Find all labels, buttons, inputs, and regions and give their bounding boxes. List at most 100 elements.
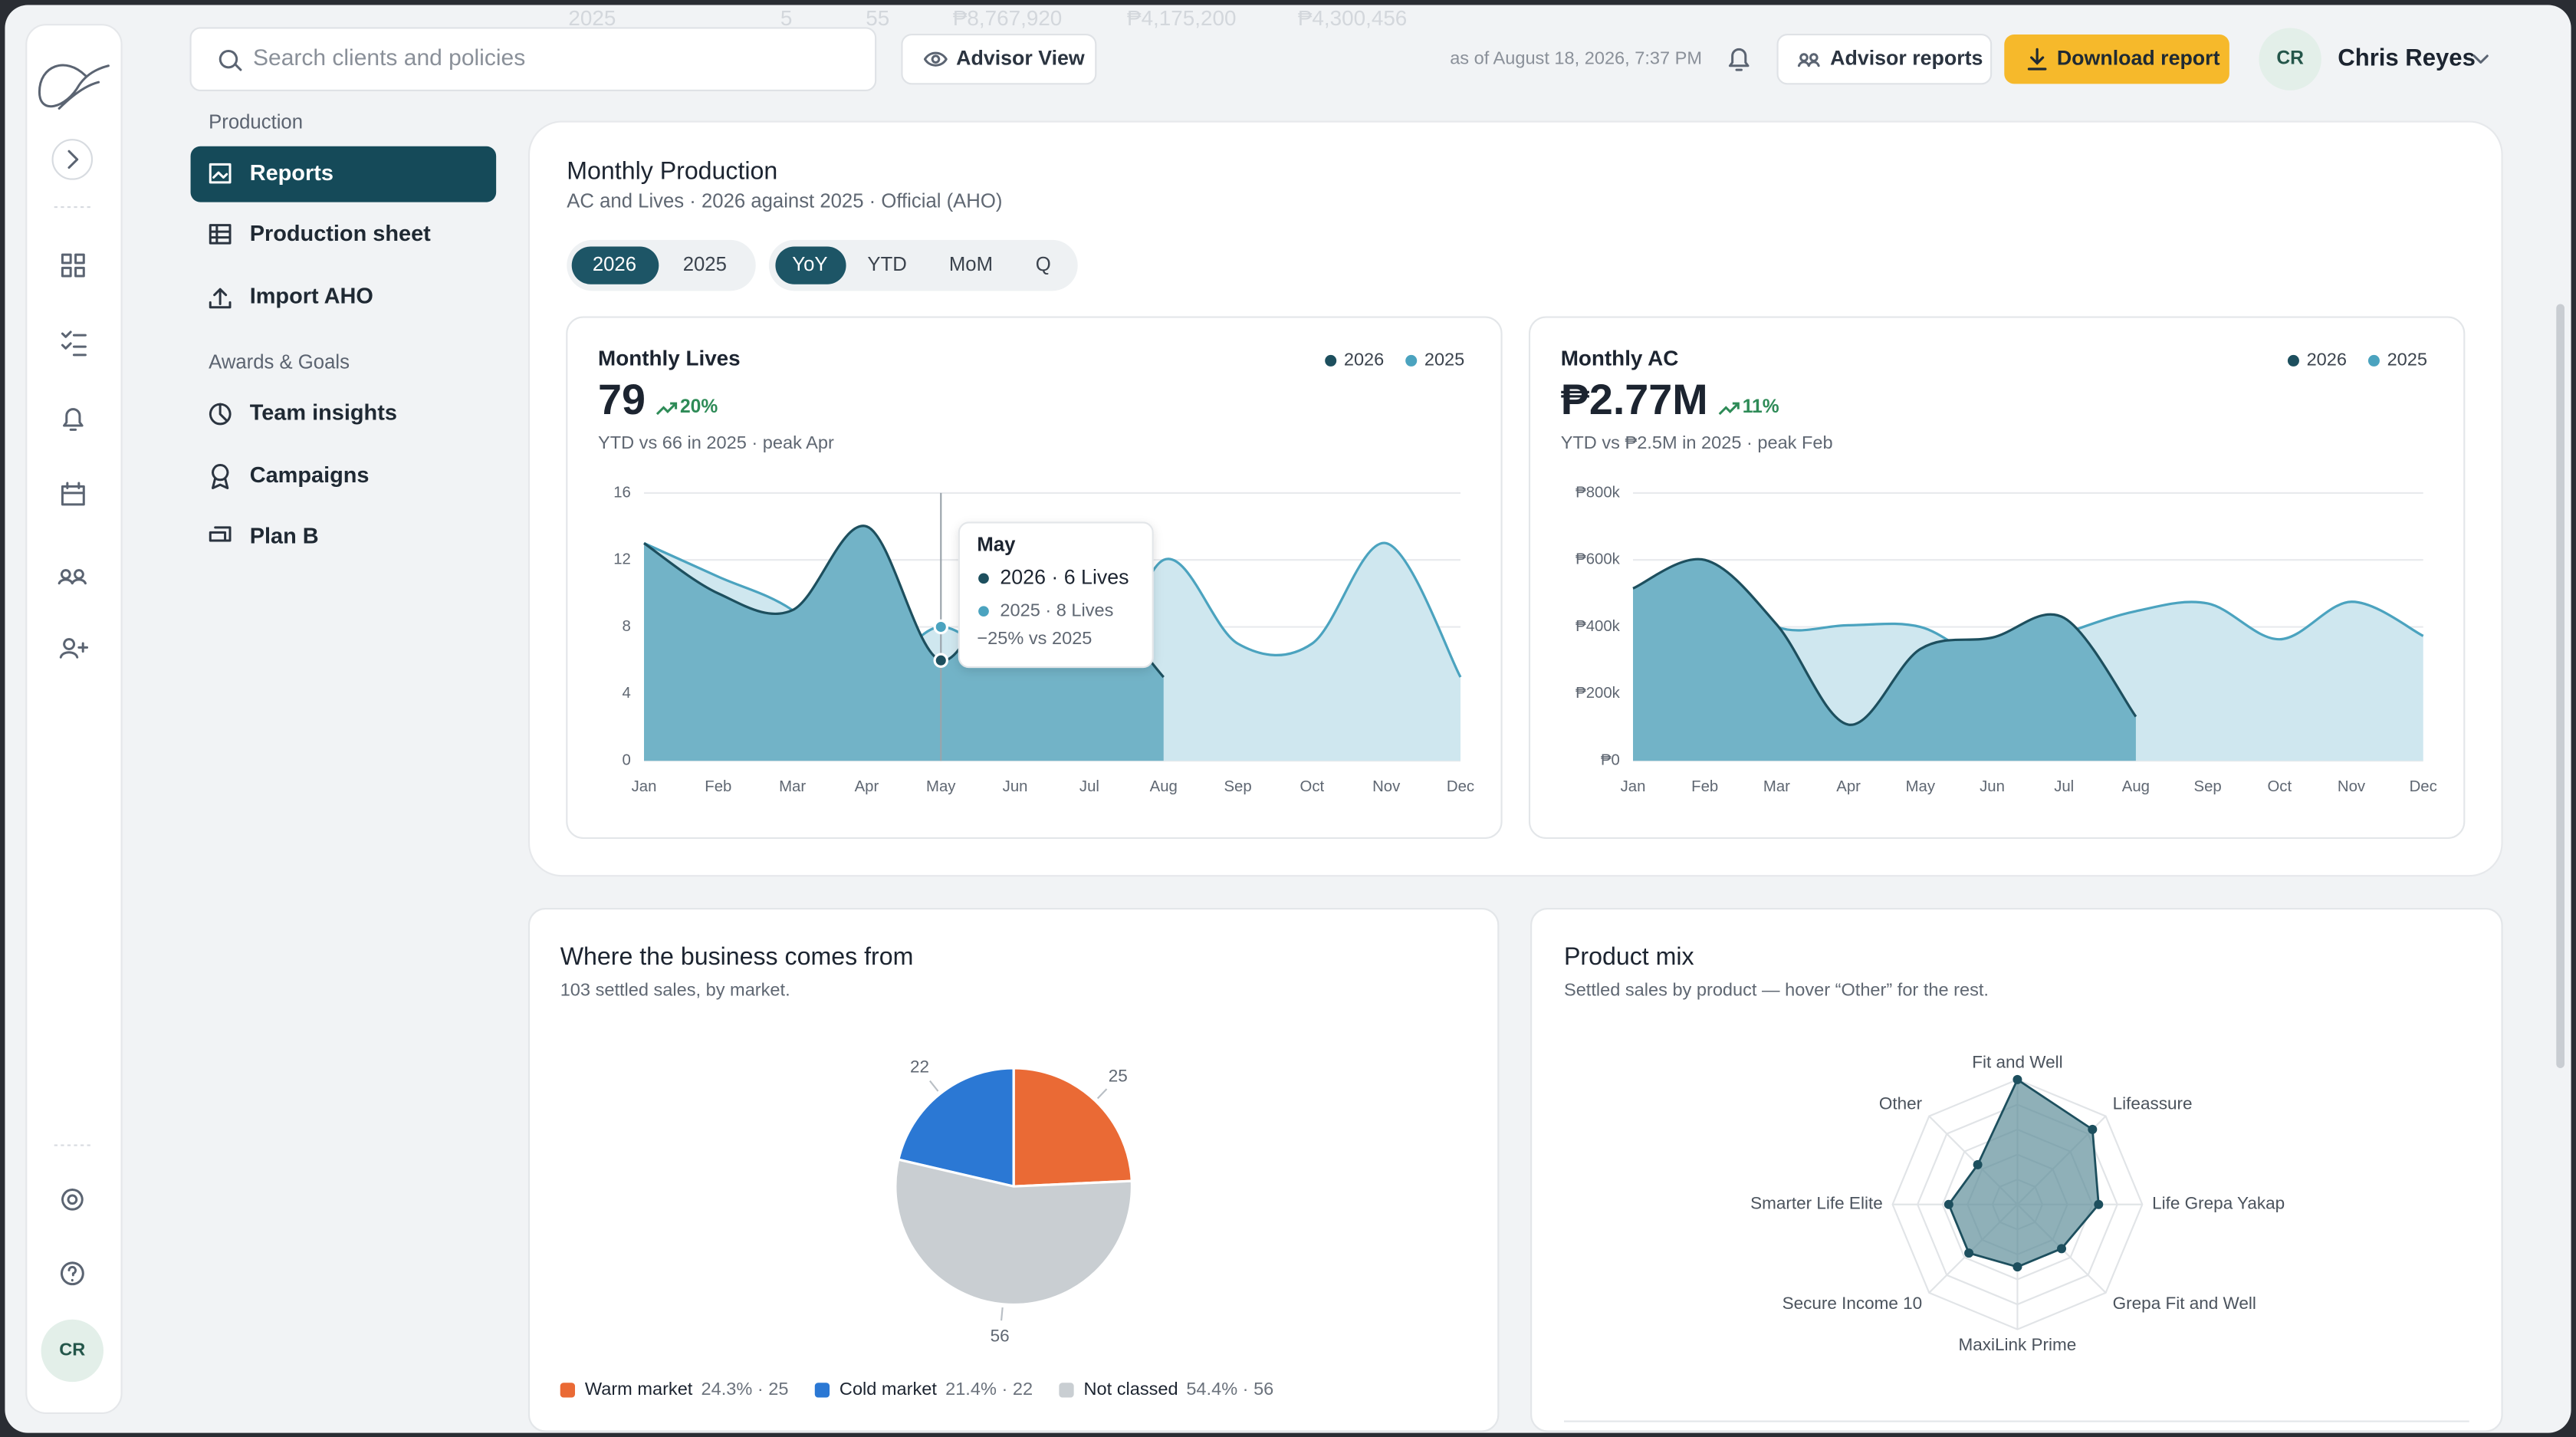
radar-label: Other <box>1879 1093 1923 1113</box>
y-tick-label: 12 <box>613 551 631 568</box>
chevron-right <box>67 150 79 169</box>
x-tick-label: Oct <box>2267 778 2292 795</box>
user-avatar <box>2259 28 2321 90</box>
button-label: Download report <box>2057 46 2220 69</box>
advisor-reports-button[interactable] <box>1776 33 1993 85</box>
radar-point <box>2094 1199 2104 1209</box>
chart-title: Monthly AC <box>1561 347 1679 370</box>
tooltip-line: 2026 · 6 Lives <box>1000 565 1129 588</box>
change-badge: 20% <box>680 396 718 417</box>
legend-dot <box>2367 354 2380 367</box>
scrollbar <box>2556 304 2564 1068</box>
user-menu-chevron[interactable] <box>2472 54 2489 64</box>
advisor-view-button[interactable] <box>901 33 1097 85</box>
user-name: Chris Reyes <box>2338 44 2476 71</box>
tooltip <box>958 521 1154 669</box>
y-tick-label: ₱600k <box>1576 551 1621 568</box>
x-tick-label: Feb <box>1691 778 1718 795</box>
nav-icon <box>209 163 232 184</box>
legend-label: 2026 <box>2307 350 2347 370</box>
pie-slice <box>896 1067 1015 1189</box>
download-button[interactable] <box>2004 35 2229 84</box>
nav-item[interactable]: Production sheet <box>250 222 431 246</box>
tooltip-dot <box>978 606 989 617</box>
mode-tab[interactable]: Q <box>1036 254 1051 275</box>
bell-icon[interactable] <box>1728 48 1750 71</box>
tab-group <box>768 239 1078 291</box>
eye-icon <box>923 51 948 67</box>
nav-item[interactable]: Plan B <box>250 524 319 548</box>
icon-settings[interactable] <box>61 1188 84 1211</box>
y-tick-label: 4 <box>623 685 631 702</box>
chart-title: Monthly Lives <box>598 347 741 370</box>
radar-point <box>2057 1244 2067 1254</box>
x-tick-label: May <box>926 778 956 795</box>
legend-detail: 24.3% · 25 <box>702 1379 789 1399</box>
radar-label: Smarter Life Elite <box>1750 1194 1883 1213</box>
legend-swatch <box>1059 1383 1074 1398</box>
legend-dot <box>1405 354 1418 367</box>
faded-cell: ₱8,767,920 <box>953 6 1062 30</box>
y-tick-label: 0 <box>623 752 631 769</box>
x-tick-label: Dec <box>1447 778 1474 795</box>
chart-title: Where the business comes from <box>560 942 914 970</box>
slice-leader <box>1001 1307 1004 1321</box>
collapse-button[interactable] <box>51 139 94 180</box>
x-tick-label: Nov <box>1372 778 1401 795</box>
y-tick-label: 8 <box>623 618 631 635</box>
mode-tab[interactable]: YTD <box>867 254 906 275</box>
year-tab[interactable]: 2025 <box>683 254 727 275</box>
chart-title: Product mix <box>1564 942 1694 970</box>
team-icon <box>1797 53 1820 67</box>
avatar-initials: CR <box>2276 48 2304 69</box>
icon-team[interactable] <box>58 569 87 585</box>
nav-item[interactable]: Reports <box>250 161 334 186</box>
y-tick-label: ₱200k <box>1576 685 1621 702</box>
search-icon <box>219 49 242 71</box>
radar-label: Lifeassure <box>2113 1093 2193 1113</box>
icon-grid[interactable] <box>61 253 85 278</box>
x-tick-label: Jun <box>1980 778 2005 795</box>
nav-icon <box>212 463 229 489</box>
x-tick-label: Jun <box>1003 778 1028 795</box>
nav-item[interactable]: Campaigns <box>250 463 370 488</box>
search-box[interactable] <box>189 27 877 91</box>
hover-point <box>933 653 949 668</box>
y-tick-label: ₱0 <box>1601 752 1620 769</box>
slice-leader <box>929 1080 939 1092</box>
icon-calendar[interactable] <box>61 482 85 506</box>
icon-tasks[interactable] <box>61 330 87 357</box>
nav-item[interactable]: Team insights <box>250 401 397 426</box>
icon-bell[interactable] <box>63 408 84 431</box>
faded-cell: ₱4,175,200 <box>1127 6 1236 30</box>
legend-swatch <box>560 1383 575 1398</box>
nav-section-title: Production <box>209 112 303 133</box>
legend-label: Cold market <box>840 1379 937 1399</box>
legend-dot <box>1325 354 1337 367</box>
icon-add-user[interactable] <box>59 638 89 659</box>
x-tick-label: Oct <box>1300 778 1325 795</box>
legend-dot <box>2287 354 2299 367</box>
chart-headline: ₱2.77M <box>1561 376 1708 423</box>
nav-item-active[interactable] <box>190 146 497 202</box>
chart-subtitle: Settled sales by product — hover “Other”… <box>1564 979 1989 999</box>
chart-headline: 79 <box>598 376 646 423</box>
year-tab[interactable]: 2026 <box>593 254 636 275</box>
tooltip-title: May <box>977 534 1016 555</box>
icon-help[interactable] <box>60 1261 84 1286</box>
radar-label: Fit and Well <box>1972 1052 2062 1071</box>
radar-point <box>2088 1124 2098 1134</box>
radar-point <box>1944 1199 1953 1209</box>
x-tick-label: May <box>1906 778 1936 795</box>
change-badge: 11% <box>1743 396 1779 417</box>
sidebar <box>25 24 123 1414</box>
mode-tab[interactable]: YoY <box>792 254 827 275</box>
x-tick-label: Mar <box>779 778 806 795</box>
nav-item[interactable]: Import AHO <box>250 284 373 309</box>
faded-cell: 5 <box>780 6 793 30</box>
radar-point <box>1973 1159 1983 1169</box>
sidebar-avatar[interactable] <box>41 1319 104 1383</box>
mode-tab[interactable]: MoM <box>949 254 993 275</box>
